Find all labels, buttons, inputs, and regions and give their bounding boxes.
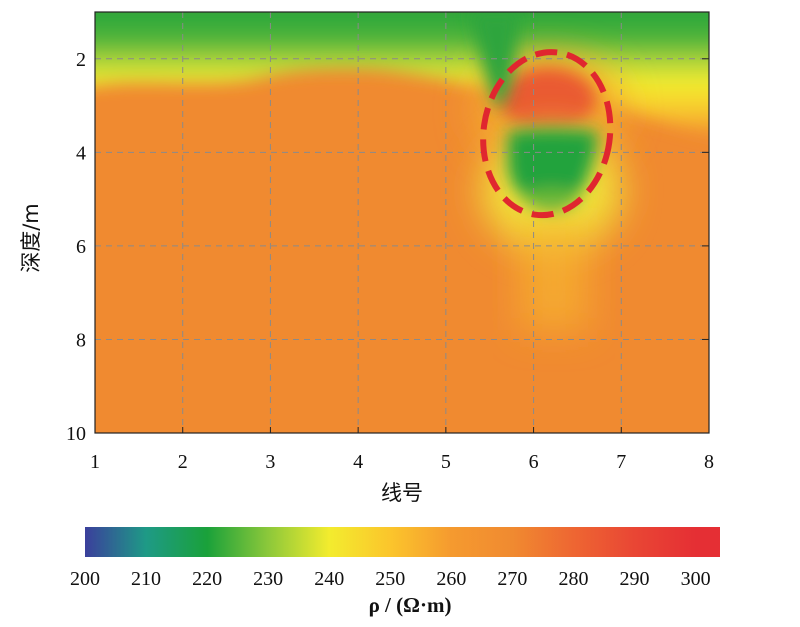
x-tick-label: 7 [616, 451, 626, 473]
colorbar-tick-label: 260 [436, 568, 466, 590]
high-anomaly [500, 68, 596, 132]
y-axis-ticks: 2 4 6 8 10 [66, 49, 709, 445]
colorbar-tick-label: 220 [192, 568, 222, 590]
x-axis-ticks: 1 2 3 4 5 6 7 8 [90, 427, 714, 473]
colorbar-label: ρ / (Ω·m) [369, 593, 452, 617]
x-tick-label: 5 [441, 451, 451, 473]
y-tick-label: 10 [66, 423, 86, 445]
y-axis-label: 深度/m [19, 203, 43, 273]
plot-frame [94, 11, 710, 434]
surface-layer [95, 12, 709, 134]
column-trail [520, 220, 588, 330]
plot-area [95, 12, 709, 433]
y-tick-label: 2 [76, 49, 86, 71]
colorbar-tick-label: 280 [558, 568, 588, 590]
colorbar-tick-label: 240 [314, 568, 344, 590]
x-tick-label: 1 [90, 451, 100, 473]
x-tick-label: 6 [529, 451, 539, 473]
grid-lines [95, 12, 709, 433]
surface-dip [470, 12, 520, 110]
colorbar-ticks: 200 210 220 230 240 250 260 270 280 290 300 [70, 568, 711, 590]
colorbar-tick-label: 230 [253, 568, 283, 590]
colorbar-tick-label: 300 [681, 568, 711, 590]
x-tick-label: 8 [704, 451, 714, 473]
x-tick-label: 3 [265, 451, 275, 473]
y-tick-label: 4 [76, 142, 86, 164]
y-tick-label: 6 [76, 236, 86, 258]
colorbar-tick-label: 210 [131, 568, 161, 590]
colorbar-tick-label: 290 [620, 568, 650, 590]
x-tick-label: 4 [353, 451, 363, 473]
colorbar [85, 527, 720, 557]
colorbar-tick-label: 250 [375, 568, 405, 590]
y-tick-label: 8 [76, 329, 86, 351]
colorbar-tick-label: 200 [70, 568, 100, 590]
x-axis-label: 线号 [381, 481, 423, 505]
anomaly-circle-annotation [480, 49, 614, 219]
x-tick-label: 2 [178, 451, 188, 473]
colorbar-tick-label: 270 [497, 568, 527, 590]
